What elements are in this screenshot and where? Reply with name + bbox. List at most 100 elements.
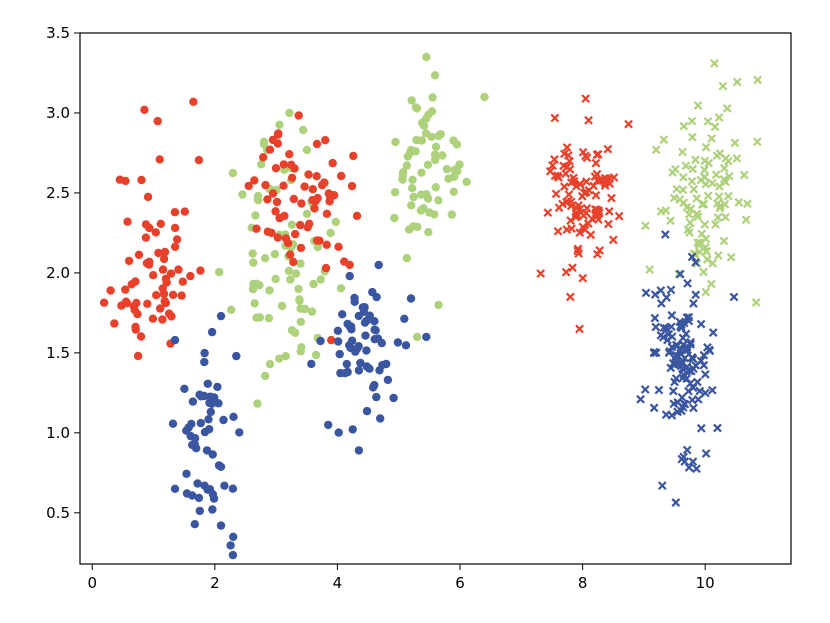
scatter-point [436,129,445,139]
scatter-point [671,498,681,507]
scatter-point [719,163,729,173]
scatter-point [389,393,398,403]
scatter-point [156,219,165,228]
scatter-point [338,310,347,319]
scatter-point [331,217,340,227]
scatter-point [665,347,675,356]
scatter-point [681,329,691,339]
scatter-point [704,345,714,355]
scatter-point [719,236,729,246]
scatter-point [666,363,676,373]
scatter-point [158,315,167,324]
scatter-point [370,317,379,326]
scatter-point [710,59,719,68]
scatter-point [253,191,263,201]
scatter-point [651,322,661,332]
scatter-point [299,125,308,135]
scatter-point [340,369,350,378]
scatter-point [322,209,332,218]
scatter-point [235,428,244,437]
scatter-point [608,235,618,245]
scatter-point [279,181,288,190]
scatter-point [172,235,182,244]
scatter-point [296,220,305,230]
scatter-point [660,230,670,239]
scatter-point [148,314,158,323]
scatter-point [151,228,160,237]
scatter-point [562,197,571,207]
scatter-point [294,111,303,120]
scatter-point [407,96,416,105]
scatter-point [265,145,275,154]
scatter-point [649,348,659,358]
scatter-point [287,173,297,182]
scatter-point [309,279,318,289]
scatter-point [753,75,763,85]
scatter-point [287,220,297,229]
scatter-point [741,215,751,225]
scatter-point [691,258,701,267]
scatter-point [259,153,268,162]
scatter-point [480,92,489,102]
scatter-point [285,108,294,118]
y-tick-label: 0.5 [46,504,70,522]
scatter-point [362,362,371,371]
scatter-point [205,425,214,434]
scatter-point [286,250,295,259]
scatter-point [651,145,661,155]
scatter-point [721,212,730,222]
scatter-point [295,295,304,304]
scatter-point [688,354,698,364]
scatter-point [188,397,198,406]
scatter-point [312,172,321,181]
scatter-point [434,300,443,310]
scatter-point [400,314,409,323]
scatter-point [732,154,742,163]
scatter-point [166,269,176,278]
scatter-point [424,227,433,237]
scatter-point [362,406,372,416]
scatter-point [312,139,322,149]
scatter-point [688,383,698,393]
scatter-point [452,140,462,149]
x-tick-label: 4 [333,574,343,592]
scatter-point [182,469,191,478]
scatter-point [564,190,574,199]
scatter-point [553,226,563,236]
scatter-point [721,177,730,187]
scatter-point [688,457,698,467]
scatter-point [271,207,280,216]
scatter-point [321,263,331,273]
scatter-point [707,178,717,188]
scatter-point [668,386,678,396]
scatter-point [406,145,416,155]
scatter-point [215,267,224,277]
scatter-point [121,297,131,306]
scatter-point [678,172,688,182]
scatter-point [707,134,717,143]
scatter-point [700,220,710,229]
scatter-point [683,345,692,355]
scatter-point [136,332,146,341]
scatter-point [649,403,659,413]
scatter-point [263,195,272,204]
scatter-point [667,310,677,320]
scatter-point [431,142,441,152]
scatter-point [604,219,613,229]
scatter-point [624,119,633,129]
scatter-point [300,304,310,314]
scatter-point [302,209,312,218]
scatter-point [196,266,205,275]
scatter-point [722,104,732,113]
x-tick-label: 8 [578,574,588,592]
scatter-point [170,242,180,251]
scatter-point [327,335,336,345]
scatter-point [149,271,158,280]
scatter-point [676,321,685,331]
scatter-point [575,179,585,189]
scatter-point [213,382,222,392]
scatter-point [700,369,710,379]
scatter-point [342,359,351,369]
scatter-point [714,113,724,122]
scatter-point [345,260,354,270]
